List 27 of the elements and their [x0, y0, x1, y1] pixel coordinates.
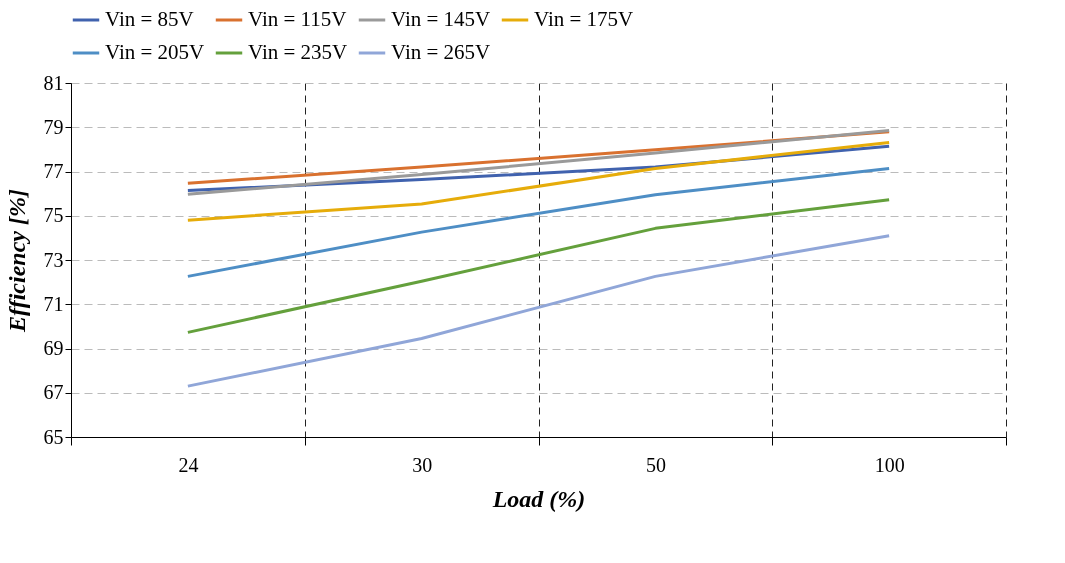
y-tick-label: 73 — [43, 248, 64, 271]
legend-label: Vin = 85V — [105, 7, 194, 31]
y-tick-label: 71 — [43, 292, 64, 315]
line-series — [186, 129, 891, 196]
x-axis-title: Load (%) — [491, 485, 586, 512]
line-series — [186, 234, 891, 388]
y-tick-label: 79 — [43, 115, 64, 138]
legend-label: Vin = 175V — [534, 7, 634, 31]
y-tick-label: 75 — [43, 204, 64, 227]
line-series — [186, 198, 891, 334]
x-tick-label: 30 — [412, 453, 433, 476]
legend-label: Vin = 265V — [391, 40, 491, 64]
line-series — [186, 166, 891, 278]
legend-label: Vin = 115V — [248, 7, 347, 31]
y-tick-label: 81 — [43, 71, 64, 94]
legend-label: Vin = 235V — [248, 40, 348, 64]
y-axis-title: Efficiency [%] — [3, 189, 30, 333]
legend-label: Vin = 145V — [391, 7, 491, 31]
y-tick-label: 69 — [43, 337, 64, 359]
x-tick-label: 100 — [874, 453, 905, 476]
y-tick-label: 67 — [43, 381, 64, 404]
x-tick-label: 50 — [645, 453, 666, 476]
legend-label: Vin = 205V — [105, 40, 205, 64]
y-tick-label: 65 — [43, 425, 64, 448]
y-tick-label: 77 — [43, 160, 64, 182]
line-series — [186, 141, 891, 222]
x-tick-label: 24 — [178, 453, 199, 476]
